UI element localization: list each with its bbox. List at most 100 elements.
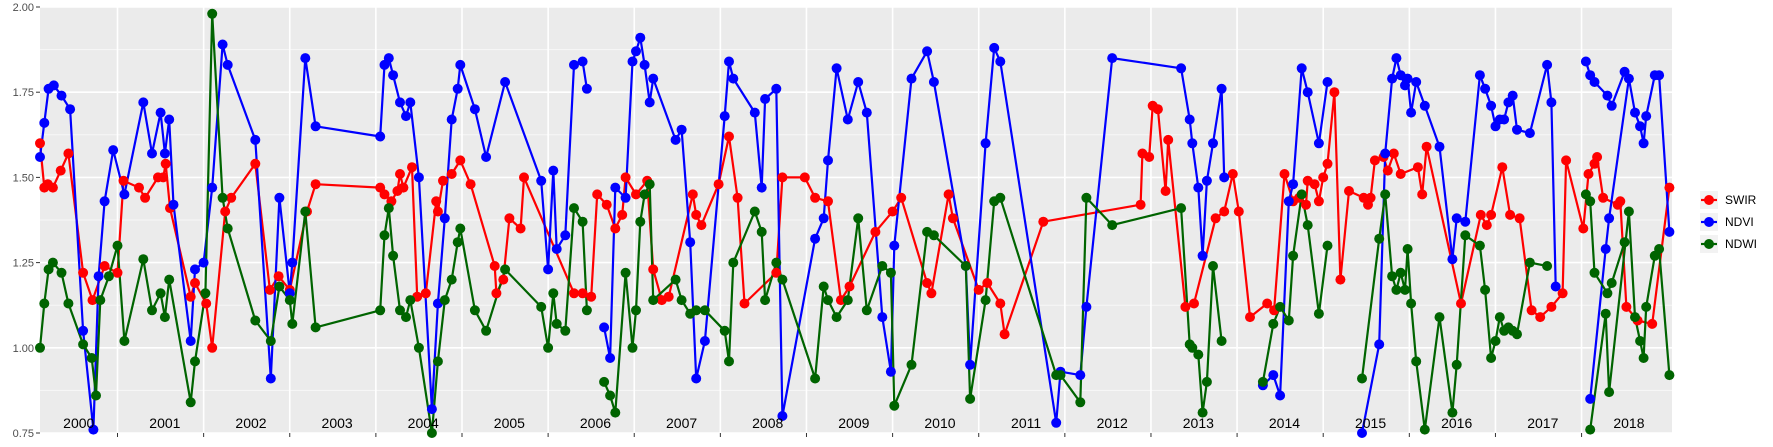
data-point-ndvi bbox=[405, 97, 416, 108]
data-point-swir bbox=[1382, 165, 1393, 176]
data-point-ndwi bbox=[1208, 261, 1218, 271]
y-tick-label: 1.50 bbox=[13, 172, 34, 184]
data-point-ndvi bbox=[536, 175, 547, 186]
data-point-ndwi bbox=[631, 305, 641, 316]
data-point-ndwi bbox=[95, 295, 106, 306]
data-point-ndvi bbox=[1447, 254, 1458, 265]
data-point-ndvi bbox=[1600, 244, 1611, 254]
data-point-swir bbox=[835, 295, 846, 306]
data-point-swir bbox=[1344, 186, 1354, 196]
data-point-ndvi bbox=[906, 73, 917, 84]
data-point-ndwi bbox=[980, 295, 991, 306]
data-point-ndwi bbox=[906, 359, 917, 370]
data-point-swir bbox=[648, 264, 659, 275]
data-point-ndwi bbox=[1322, 240, 1333, 251]
year-label: 2014 bbox=[1269, 415, 1300, 431]
data-point-ndvi bbox=[818, 213, 829, 224]
data-point-ndwi bbox=[728, 257, 739, 268]
data-point-swir bbox=[1180, 301, 1191, 312]
y-tick-label: 2.00 bbox=[13, 2, 34, 14]
data-point-ndwi bbox=[1512, 329, 1522, 340]
year-label: 2016 bbox=[1441, 415, 1472, 431]
data-point-ndwi bbox=[1302, 220, 1313, 231]
data-point-ndvi bbox=[724, 56, 734, 67]
series-line-ndvi bbox=[38, 43, 588, 431]
data-point-swir bbox=[201, 298, 212, 309]
data-point-ndwi bbox=[426, 428, 437, 438]
data-point-ndwi bbox=[719, 325, 730, 336]
data-point-swir bbox=[1412, 162, 1423, 173]
data-point-swir bbox=[1647, 318, 1658, 329]
data-point-swir bbox=[310, 179, 321, 190]
data-point-ndwi bbox=[1296, 189, 1307, 200]
data-point-ndvi bbox=[1512, 124, 1522, 135]
data-point-ndwi bbox=[1395, 267, 1406, 278]
data-point-ndwi bbox=[1589, 267, 1600, 278]
data-point-ndvi bbox=[207, 182, 218, 193]
data-point-swir bbox=[431, 196, 442, 207]
data-point-ndwi bbox=[217, 192, 228, 203]
data-point-swir bbox=[1135, 199, 1146, 210]
data-point-ndwi bbox=[777, 274, 788, 285]
data-point-swir bbox=[1592, 152, 1603, 162]
data-point-swir bbox=[455, 155, 466, 166]
data-point-swir bbox=[1301, 199, 1311, 210]
data-point-ndwi bbox=[469, 305, 480, 316]
data-point-ndwi bbox=[1641, 301, 1652, 312]
data-point-swir bbox=[1546, 301, 1557, 312]
data-point-ndwi bbox=[1486, 353, 1497, 363]
data-point-ndvi bbox=[1075, 370, 1086, 381]
legend-label-ndwi: NDWI bbox=[1725, 237, 1757, 251]
data-point-ndvi bbox=[155, 107, 166, 118]
year-label: 2004 bbox=[408, 415, 439, 431]
data-point-ndvi bbox=[310, 121, 321, 132]
data-point-ndwi bbox=[190, 356, 200, 367]
data-point-swir bbox=[250, 158, 261, 169]
data-point-ndwi bbox=[536, 301, 547, 312]
data-point-ndvi bbox=[1606, 100, 1617, 111]
data-point-ndwi bbox=[831, 312, 842, 323]
data-point-ndvi bbox=[1641, 111, 1652, 122]
data-point-ndwi bbox=[287, 318, 298, 329]
year-label: 2017 bbox=[1527, 415, 1558, 431]
data-point-ndvi bbox=[1589, 77, 1600, 87]
data-point-ndvi bbox=[164, 114, 175, 125]
data-point-ndwi bbox=[1623, 206, 1634, 217]
data-point-ndvi bbox=[1107, 53, 1118, 64]
data-point-swir bbox=[620, 172, 631, 183]
data-point-ndvi bbox=[119, 189, 130, 200]
data-point-swir bbox=[1335, 274, 1346, 285]
data-point-swir bbox=[1038, 216, 1049, 227]
data-point-swir bbox=[112, 267, 123, 278]
data-point-ndvi bbox=[1480, 83, 1491, 94]
data-point-ndwi bbox=[1419, 424, 1430, 435]
data-point-ndvi bbox=[198, 257, 209, 268]
data-point-ndvi bbox=[548, 165, 559, 176]
data-point-swir bbox=[207, 342, 218, 353]
data-point-ndwi bbox=[620, 267, 631, 278]
data-point-ndwi bbox=[500, 264, 511, 275]
series-line-ndwi bbox=[603, 183, 1223, 414]
year-label: 2009 bbox=[838, 415, 869, 431]
data-point-ndwi bbox=[401, 312, 411, 323]
data-point-swir bbox=[63, 148, 74, 159]
data-point-ndvi bbox=[1402, 73, 1413, 84]
data-point-ndwi bbox=[78, 339, 89, 350]
data-point-ndvi bbox=[777, 411, 788, 421]
data-point-ndwi bbox=[861, 305, 872, 316]
data-point-ndwi bbox=[1638, 353, 1649, 363]
year-label: 2012 bbox=[1097, 415, 1128, 431]
data-point-swir bbox=[810, 192, 821, 203]
data-point-ndvi bbox=[885, 366, 896, 377]
data-point-ndwi bbox=[877, 261, 888, 271]
data-point-swir bbox=[922, 278, 933, 288]
data-point-swir bbox=[158, 172, 169, 183]
data-point-ndvi bbox=[1580, 56, 1591, 67]
data-point-ndvi bbox=[274, 192, 285, 203]
data-point-ndvi bbox=[250, 134, 261, 145]
data-point-swir bbox=[1598, 192, 1609, 203]
data-point-ndwi bbox=[1434, 312, 1445, 323]
data-point-swir bbox=[1621, 301, 1632, 312]
y-tick-label: 1.00 bbox=[13, 343, 34, 355]
